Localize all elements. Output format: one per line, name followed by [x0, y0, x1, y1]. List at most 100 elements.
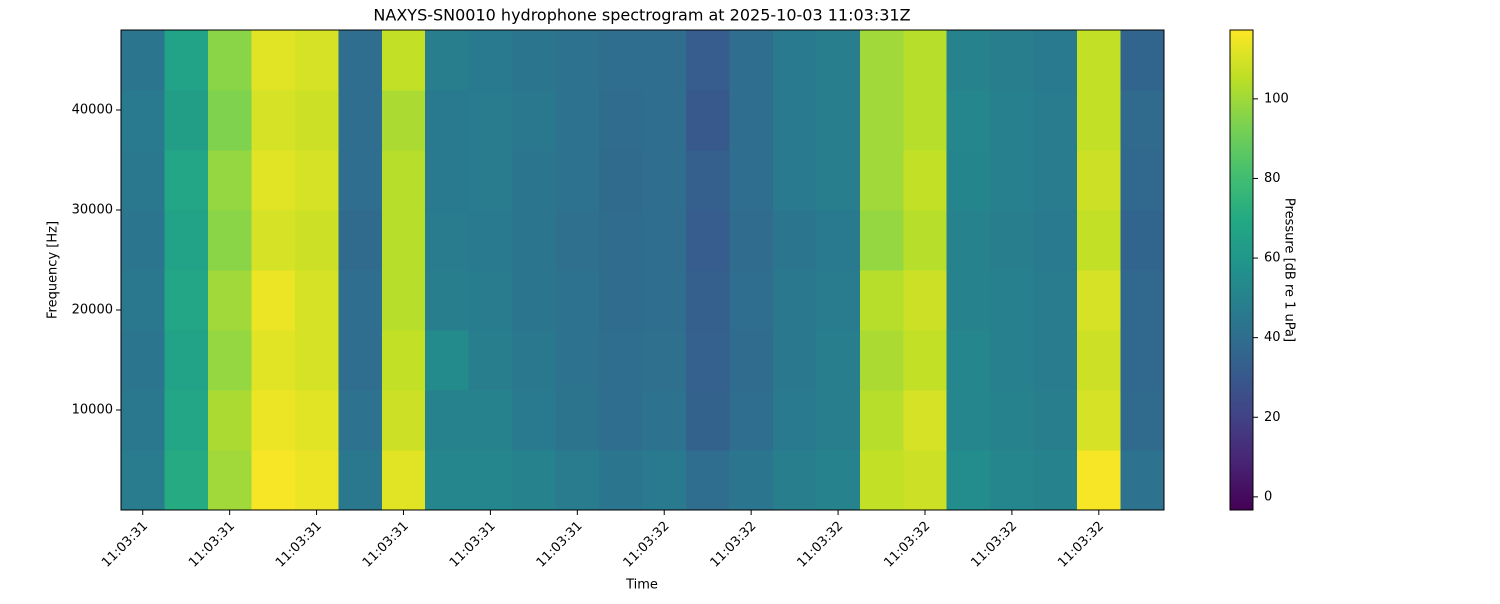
- heatmap-cell: [468, 210, 513, 271]
- heatmap-cell: [425, 30, 470, 91]
- heatmap-cell: [685, 390, 730, 451]
- heatmap-cell: [642, 270, 687, 331]
- heatmap-cell: [816, 270, 861, 331]
- heatmap-cell: [468, 270, 513, 331]
- heatmap-cell: [859, 330, 904, 391]
- heatmap-cell: [164, 90, 209, 151]
- heatmap-cell: [729, 150, 774, 211]
- y-tick-label: 30000: [72, 203, 113, 218]
- heatmap-cell: [990, 330, 1035, 391]
- heatmap-cell: [1077, 330, 1122, 391]
- heatmap-cell: [946, 270, 991, 331]
- heatmap-cell: [468, 450, 513, 511]
- heatmap-cell: [946, 210, 991, 271]
- heatmap-cell: [599, 390, 643, 451]
- heatmap-cell: [207, 450, 252, 511]
- heatmap-cell: [512, 330, 557, 391]
- heatmap-cell: [1077, 90, 1122, 151]
- heatmap-cell: [990, 270, 1035, 331]
- heatmap-cell: [772, 90, 817, 151]
- heatmap-cell: [903, 450, 948, 511]
- heatmap-cell: [599, 90, 643, 151]
- heatmap-cell: [816, 90, 861, 151]
- heatmap-cell: [1120, 30, 1165, 91]
- heatmap-cell: [251, 390, 296, 451]
- heatmap-cell: [512, 150, 557, 211]
- x-tick-label: 11:03:31: [447, 519, 499, 571]
- heatmap-cell: [512, 450, 557, 511]
- heatmap-cell: [381, 270, 426, 331]
- heatmap-cell: [381, 150, 426, 211]
- heatmap-cell: [1120, 150, 1165, 211]
- heatmap-cell: [512, 210, 557, 271]
- x-tick-label: 11:03:32: [708, 519, 760, 571]
- heatmap-cell: [729, 390, 774, 451]
- heatmap-cell: [685, 450, 730, 511]
- heatmap-cell: [599, 450, 643, 511]
- heatmap-cell: [642, 90, 687, 151]
- heatmap-cell: [859, 90, 904, 151]
- heatmap-cell: [121, 270, 165, 331]
- heatmap-cell: [381, 210, 426, 271]
- colorbar-tick-label: 100: [1264, 91, 1289, 106]
- heatmap-cell: [468, 390, 513, 451]
- heatmap-cell: [772, 330, 817, 391]
- colorbar-tick-label: 60: [1264, 251, 1281, 266]
- heatmap-cell: [816, 450, 861, 511]
- heatmap-cell: [990, 210, 1035, 271]
- heatmap-cell: [772, 270, 817, 331]
- heatmap-cell: [903, 210, 948, 271]
- heatmap-cell: [642, 150, 687, 211]
- heatmap-cell: [1077, 150, 1122, 211]
- heatmap-cell: [425, 270, 470, 331]
- heatmap-cell: [251, 90, 296, 151]
- heatmap-cell: [425, 450, 470, 511]
- heatmap-cell: [772, 30, 817, 91]
- heatmap-cell: [121, 330, 165, 391]
- x-axis-label: Time: [625, 578, 658, 593]
- heatmap-cell: [903, 390, 948, 451]
- heatmap-cell: [990, 390, 1035, 451]
- heatmap-cell: [772, 390, 817, 451]
- heatmap-cell: [1120, 330, 1165, 391]
- heatmap-cell: [294, 330, 339, 391]
- heatmap-cell: [555, 390, 600, 451]
- x-tick-label: 11:03:32: [621, 519, 673, 571]
- heatmap-cell: [729, 210, 774, 271]
- heatmap-cell: [990, 90, 1035, 151]
- heatmap-cell: [512, 270, 557, 331]
- heatmap-cell: [859, 270, 904, 331]
- heatmap-cell: [338, 330, 383, 391]
- heatmap-cell: [1033, 90, 1078, 151]
- heatmap-cell: [468, 150, 513, 211]
- heatmap-cell: [164, 450, 209, 511]
- heatmap-cell: [1033, 390, 1078, 451]
- heatmap-cell: [512, 390, 557, 451]
- heatmap-cell: [121, 210, 165, 271]
- heatmap-cell: [251, 210, 296, 271]
- heatmap-cell: [251, 150, 296, 211]
- heatmap-cell: [1077, 30, 1122, 91]
- heatmap-cell: [425, 150, 470, 211]
- heatmap-cell: [729, 270, 774, 331]
- heatmap-cell: [599, 270, 643, 331]
- heatmap-cell: [990, 150, 1035, 211]
- heatmap-cell: [990, 30, 1035, 91]
- heatmap-cell: [946, 330, 991, 391]
- heatmap-cell: [685, 210, 730, 271]
- heatmap-cell: [512, 30, 557, 91]
- x-tick-label: 11:03:31: [273, 519, 325, 571]
- heatmap-cell: [1077, 390, 1122, 451]
- heatmap-cell: [294, 150, 339, 211]
- heatmap-cell: [816, 150, 861, 211]
- heatmap-cell: [859, 390, 904, 451]
- heatmap-cell: [1120, 210, 1165, 271]
- heatmap-cell: [1120, 270, 1165, 331]
- heatmap-cell: [251, 30, 296, 91]
- heatmap-cell: [468, 330, 513, 391]
- heatmap-cell: [816, 30, 861, 91]
- x-tick-label: 11:03:31: [534, 519, 586, 571]
- heatmap-cell: [251, 330, 296, 391]
- heatmap-cell: [338, 150, 383, 211]
- heatmap-cell: [1077, 210, 1122, 271]
